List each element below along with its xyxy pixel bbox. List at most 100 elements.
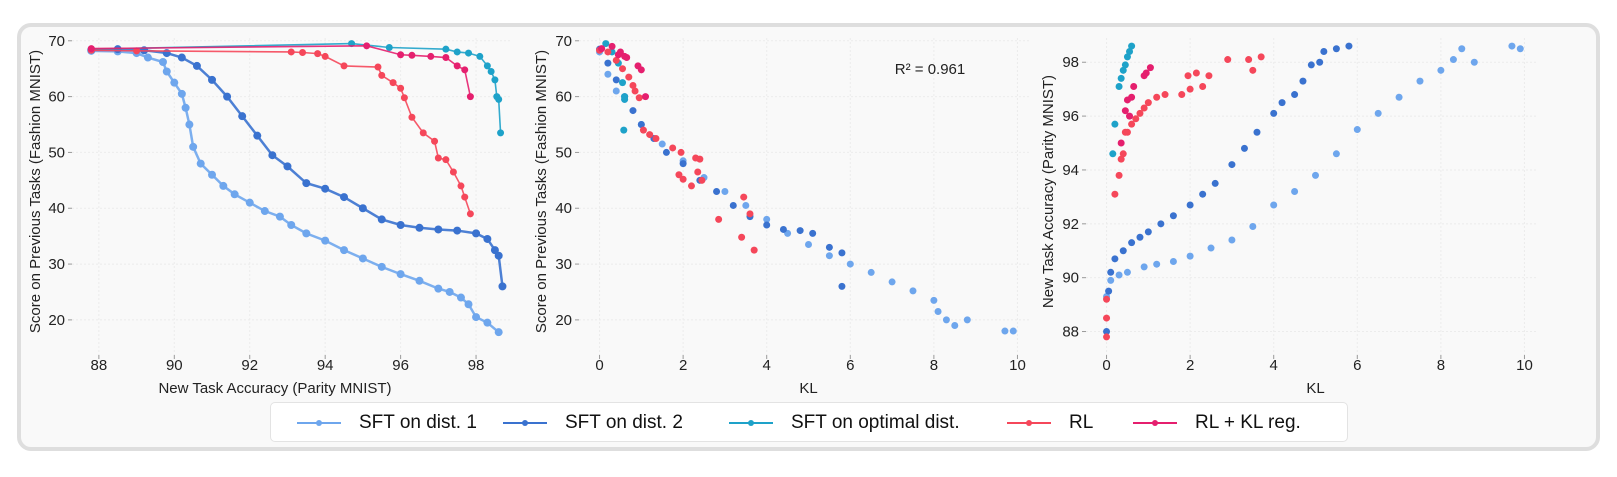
data-point-sft-on-dist-1 <box>377 262 386 271</box>
data-point-rl <box>1224 56 1232 64</box>
data-point-sft-on-dist-2 <box>662 148 670 156</box>
data-point-sft-on-dist-1 <box>1395 93 1403 101</box>
data-point-rl-kl-reg- <box>408 51 416 59</box>
data-point-sft-on-dist-1 <box>1508 42 1516 50</box>
data-point-rl-kl-reg- <box>1126 112 1134 120</box>
data-point-sft-on-dist-1 <box>1186 252 1194 260</box>
data-point-sft-on-dist-2 <box>1186 201 1194 209</box>
data-point-sft-on-dist-2 <box>253 131 262 140</box>
data-point-rl <box>1161 91 1169 99</box>
data-point-sft-on-dist-1 <box>230 190 239 199</box>
data-point-sft-on-dist-1 <box>143 53 152 62</box>
r-squared-annotation: R² = 0.961 <box>895 61 965 78</box>
data-point-rl <box>738 233 746 241</box>
data-point-sft-on-dist-2 <box>1119 247 1127 255</box>
data-point-rl-kl-reg- <box>87 45 95 53</box>
data-point-rl <box>400 94 408 102</box>
data-point-sft-on-dist-1 <box>1115 271 1123 279</box>
data-point-sft-on-dist-2 <box>1169 212 1177 220</box>
data-point-sft-on-dist-1 <box>321 236 330 245</box>
data-point-sft-on-dist-1 <box>763 215 771 223</box>
data-point-rl <box>419 129 427 137</box>
series-line-sft-on-dist-2 <box>91 47 504 287</box>
data-point-rl-kl-reg- <box>466 93 474 101</box>
data-point-rl-kl-reg- <box>427 52 435 60</box>
data-point-rl-kl-reg- <box>397 51 405 59</box>
figure-frame <box>17 23 1600 451</box>
data-point-rl <box>1186 85 1194 93</box>
legend-label: SFT on dist. 2 <box>565 412 683 433</box>
data-point-sft-on-optimal-dist- <box>619 79 627 87</box>
data-point-sft-on-dist-1 <box>721 188 729 195</box>
legend-line-icon <box>1007 420 1051 426</box>
data-point-rl <box>1111 190 1119 198</box>
data-point-rl-kl-reg- <box>453 62 461 70</box>
data-point-rl <box>434 154 442 162</box>
data-point-rl-kl-reg- <box>442 54 450 62</box>
data-point-sft-on-dist-1 <box>942 316 950 324</box>
data-point-sft-on-dist-1 <box>472 313 481 322</box>
data-point-sft-on-dist-2 <box>340 193 349 202</box>
data-point-rl <box>1140 104 1148 112</box>
data-point-sft-on-optimal-dist- <box>483 62 491 70</box>
y-axis-label: Score on Previous Tasks (Fashion MNIST) <box>27 50 44 333</box>
data-point-rl <box>1249 66 1257 74</box>
data-point-rl <box>675 171 683 179</box>
y-tick-label: 92 <box>1062 216 1079 233</box>
data-point-sft-on-dist-2 <box>1199 190 1207 198</box>
data-point-rl <box>639 126 647 134</box>
x-tick-label: 4 <box>1270 357 1278 374</box>
data-point-rl <box>604 48 612 56</box>
data-point-rl <box>612 56 620 64</box>
y-tick-label: 88 <box>1062 324 1079 341</box>
data-point-rl <box>321 52 329 60</box>
data-point-rl <box>679 175 687 183</box>
x-tick-label: 90 <box>166 357 183 374</box>
data-point-rl <box>746 210 754 218</box>
data-point-sft-on-dist-1 <box>1123 268 1131 276</box>
x-tick-label: 8 <box>930 357 938 374</box>
data-point-sft-on-dist-1 <box>185 120 194 129</box>
data-point-sft-on-dist-1 <box>1332 150 1340 158</box>
x-tick-label: 2 <box>1186 357 1194 374</box>
data-point-sft-on-dist-2 <box>321 184 330 193</box>
data-point-sft-on-dist-1 <box>846 260 854 268</box>
data-point-sft-on-dist-2 <box>637 121 645 129</box>
data-point-rl <box>1119 150 1127 158</box>
data-point-sft-on-dist-2 <box>1270 109 1278 117</box>
data-point-rl <box>652 134 660 142</box>
data-point-sft-on-dist-1 <box>1437 66 1445 74</box>
data-point-sft-on-dist-1 <box>1169 258 1177 266</box>
data-point-sft-on-dist-1 <box>658 140 666 148</box>
data-point-sft-on-optimal-dist- <box>465 49 473 57</box>
data-point-rl <box>466 210 474 218</box>
data-point-rl <box>461 193 469 201</box>
data-point-sft-on-dist-1 <box>170 78 179 87</box>
data-point-rl-kl-reg- <box>642 93 650 101</box>
data-point-rl <box>629 81 637 89</box>
data-point-rl <box>694 168 702 176</box>
data-point-rl-kl-reg- <box>1128 93 1136 101</box>
data-point-sft-on-dist-1 <box>742 201 750 209</box>
data-point-sft-on-dist-1 <box>963 316 971 324</box>
data-point-sft-on-optimal-dist- <box>497 129 505 137</box>
data-point-sft-on-optimal-dist- <box>1115 82 1123 90</box>
data-point-sft-on-dist-1 <box>1153 260 1161 268</box>
data-point-rl <box>397 84 405 92</box>
data-point-sft-on-dist-1 <box>1291 188 1299 195</box>
data-point-sft-on-dist-1 <box>302 229 311 238</box>
data-point-sft-on-dist-2 <box>177 53 186 62</box>
x-tick-label: 10 <box>1009 357 1026 374</box>
data-point-rl <box>374 63 382 71</box>
data-point-sft-on-dist-2 <box>1316 58 1324 66</box>
data-point-rl <box>1178 91 1186 99</box>
data-point-sft-on-dist-2 <box>1291 91 1299 99</box>
data-point-rl <box>1115 171 1123 179</box>
data-point-sft-on-dist-2 <box>1240 144 1248 152</box>
data-point-rl <box>1257 53 1265 61</box>
data-point-rl <box>449 168 457 176</box>
data-point-sft-on-dist-1 <box>1353 126 1361 134</box>
data-point-sft-on-dist-1 <box>909 287 917 295</box>
data-point-sft-on-dist-2 <box>358 204 367 213</box>
